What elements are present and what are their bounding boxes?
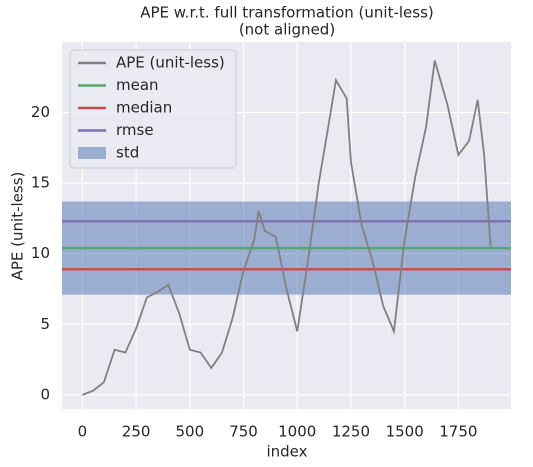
y-tick-label: 0 xyxy=(40,385,50,403)
legend-swatch xyxy=(78,147,106,159)
legend-label: mean xyxy=(116,76,159,94)
y-tick-label: 15 xyxy=(31,174,50,192)
y-tick-label: 5 xyxy=(40,315,50,333)
x-tick-label: 500 xyxy=(176,423,205,441)
x-tick-label: 1500 xyxy=(386,423,424,441)
chart-subtitle: (not aligned) xyxy=(239,21,335,39)
y-tick-label: 10 xyxy=(31,244,50,262)
x-axis-label: index xyxy=(266,443,307,461)
x-tick-label: 0 xyxy=(78,423,88,441)
x-tick-label: 1250 xyxy=(332,423,370,441)
data-line xyxy=(82,60,492,396)
legend-label: std xyxy=(116,144,139,162)
legend-label: median xyxy=(116,99,172,117)
x-tick-label: 750 xyxy=(229,423,258,441)
x-tick-label: 250 xyxy=(122,423,151,441)
y-axis-label: APE (unit-less) xyxy=(9,172,27,281)
y-tick-label: 20 xyxy=(31,103,50,121)
chart-title: APE w.r.t. full transformation (unit-les… xyxy=(140,4,434,22)
x-tick-label: 1750 xyxy=(439,423,477,441)
x-tick-label: 1000 xyxy=(278,423,316,441)
legend-label: rmse xyxy=(116,121,154,139)
legend-box xyxy=(69,49,237,169)
legend-label: APE (unit-less) xyxy=(116,54,225,72)
